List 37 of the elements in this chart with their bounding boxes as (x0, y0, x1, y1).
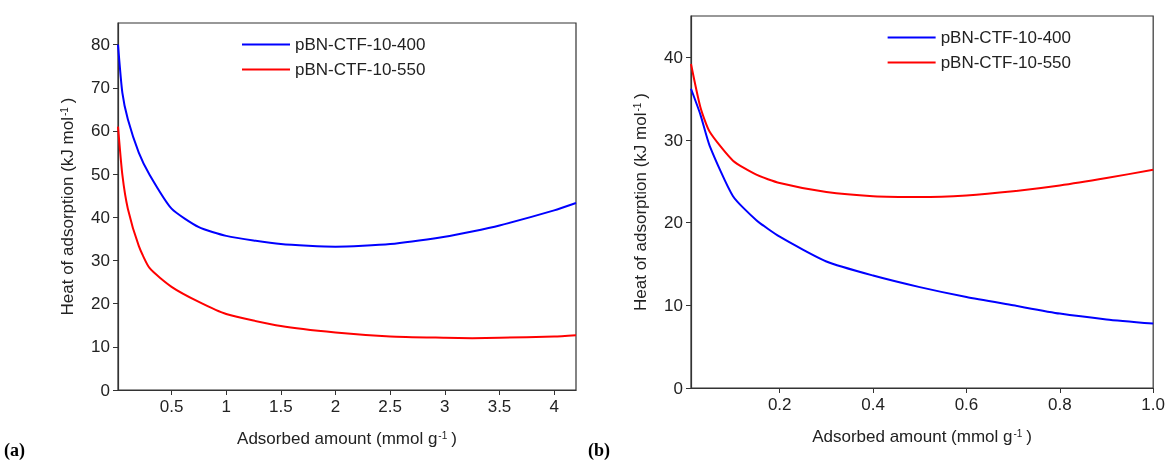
text: (b) (588, 440, 610, 461)
y-tick-label: 40 (664, 47, 683, 67)
y-tick-label: 30 (91, 250, 110, 270)
y-axis-title: Heat of adsorption (kJ mol-1) (631, 93, 650, 311)
y-tick-label: 0 (100, 380, 110, 400)
x-tick-label: 1 (221, 397, 231, 416)
x-tick-label: 2 (330, 397, 341, 416)
y-tick-label: 10 (91, 337, 110, 357)
x-tick-label: 3 (440, 397, 450, 416)
x-tick-label: 1.5 (269, 397, 293, 416)
legend-label: pBN-CTF-10-400 (940, 28, 1071, 47)
x-tick-label: 4 (549, 397, 559, 416)
y-tick-label: 50 (91, 164, 110, 184)
y-tick-label: 40 (91, 207, 110, 227)
x-tick-label: 0.4 (861, 395, 885, 414)
y-tick-label: 70 (91, 78, 110, 98)
line-series (690, 87, 1155, 325)
y-tick-label: 10 (664, 295, 683, 315)
x-tick-label: 0.8 (1047, 395, 1072, 414)
y-tick-label: 80 (91, 35, 110, 55)
line-series (117, 125, 577, 340)
y-tick-label: 30 (664, 130, 683, 150)
text: (a) (4, 440, 25, 461)
y-tick-label: 20 (91, 294, 110, 314)
legend-label: pBN-CTF-10-550 (940, 53, 1071, 72)
x-tick-label: 1.0 (1141, 395, 1165, 414)
y-tick-label: 0 (673, 378, 683, 398)
y-tick-label: 60 (91, 121, 110, 141)
x-tick-label: 0.6 (954, 395, 979, 414)
legend-label: pBN-CTF-10-400 (295, 35, 426, 54)
y-tick-label: 20 (664, 213, 683, 233)
legend-label: pBN-CTF-10-550 (295, 60, 426, 79)
x-tick-label: 2.5 (378, 397, 402, 416)
y-axis-title: Heat of adsorption (kJ mol-1) (58, 97, 77, 316)
x-tick-label: 0.2 (767, 395, 792, 414)
x-tick-label: 0.5 (159, 397, 184, 416)
x-tick-label: 3.5 (487, 397, 512, 416)
